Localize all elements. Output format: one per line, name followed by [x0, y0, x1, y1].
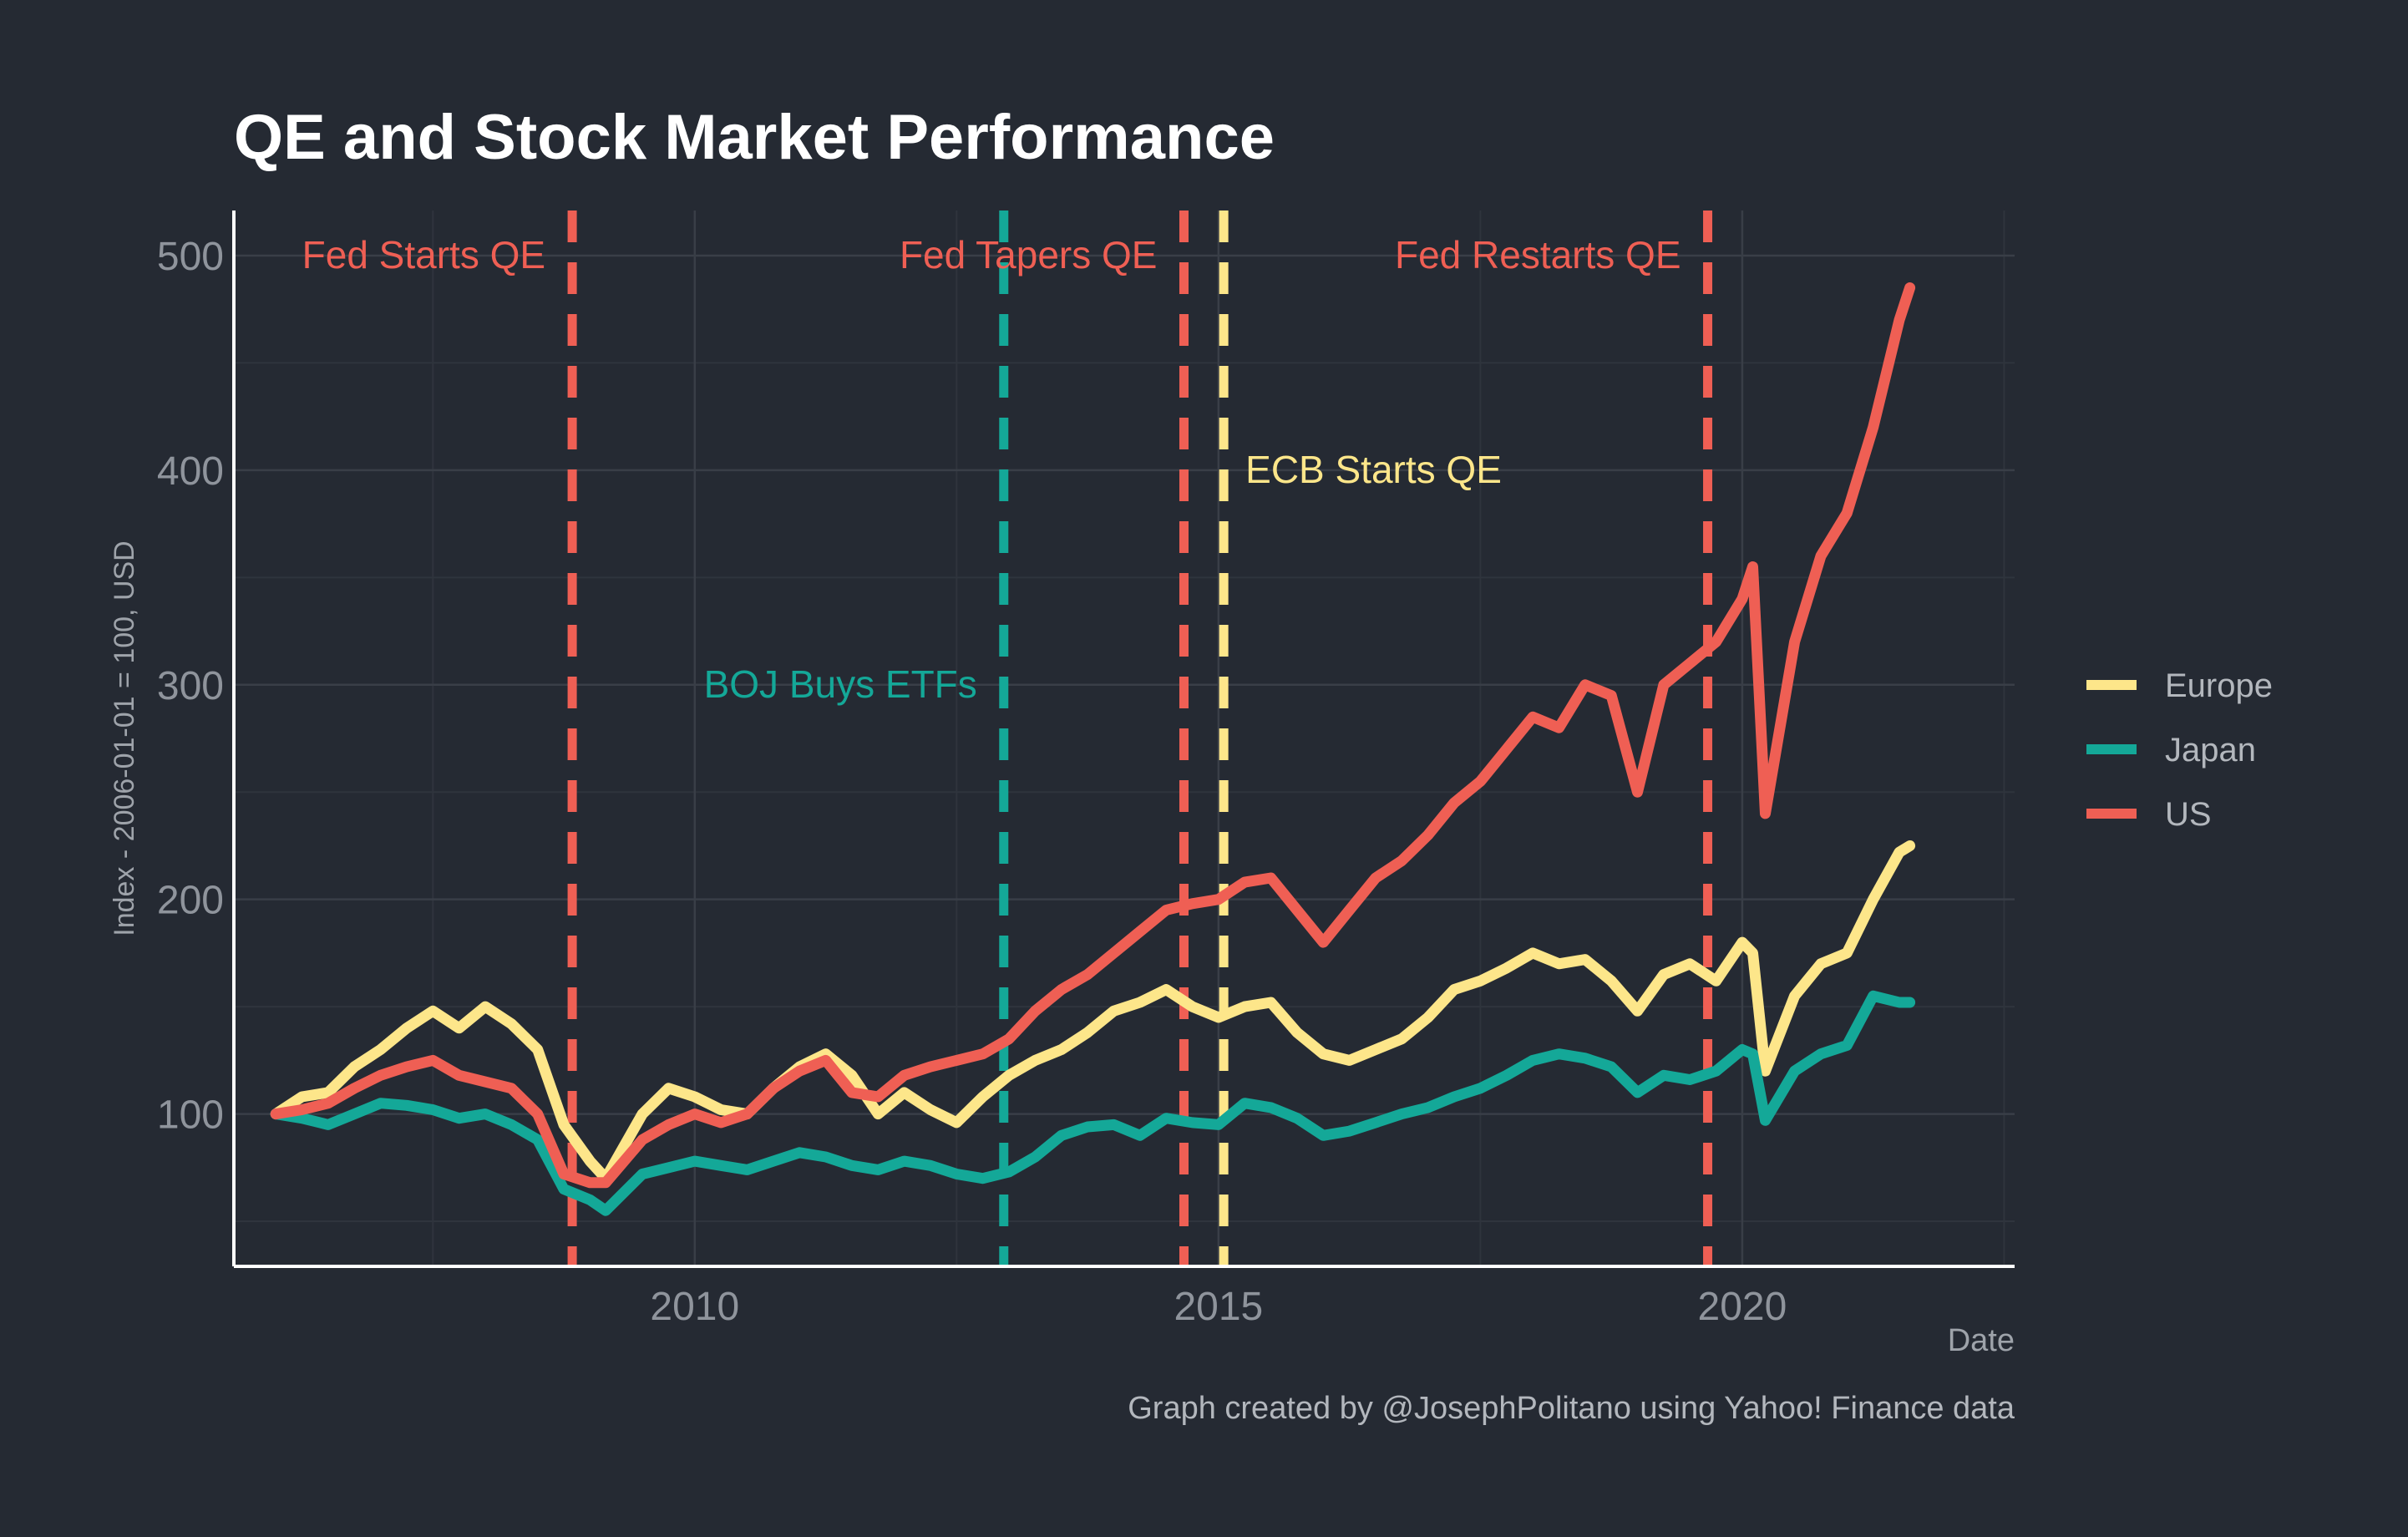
legend-label-europe: Europe — [2165, 667, 2273, 704]
event-label: BOJ Buys ETFs — [704, 662, 977, 706]
y-tick-label: 100 — [157, 1093, 224, 1138]
series-line-europe — [270, 840, 1916, 1184]
event-lines: Fed Starts QE BOJ Buys ETFs Fed Tapers QE E… — [302, 211, 1713, 1266]
event-label: Fed Tapers QE — [900, 233, 1158, 276]
series-lines — [270, 282, 1916, 1216]
legend: Europe Japan US — [2086, 667, 2273, 833]
event-label: Fed Starts QE — [302, 233, 545, 276]
chart-caption: Graph created by @JosephPolitano using Y… — [1128, 1391, 2015, 1426]
x-tick-label: 2020 — [1698, 1285, 1787, 1329]
y-tick-label: 300 — [157, 664, 224, 708]
tick-labels: 2010 2015 2020 100 200 300 400 500 — [157, 235, 1787, 1329]
x-axis-label: Date — [1948, 1323, 2015, 1358]
event-label: Fed Restarts QE — [1395, 233, 1681, 276]
axes — [232, 211, 2015, 1268]
series-line-us — [270, 282, 1916, 1189]
y-tick-label: 500 — [157, 235, 224, 279]
x-tick-label: 2010 — [650, 1285, 739, 1329]
chart-title: QE and Stock Market Performance — [234, 102, 1275, 173]
y-axis-label: Index - 2006-01-01 = 100, USD — [109, 540, 140, 936]
x-tick-label: 2015 — [1174, 1285, 1263, 1329]
event-label: ECB Starts QE — [1245, 448, 1502, 491]
legend-label-us: US — [2165, 796, 2212, 833]
y-tick-label: 400 — [157, 449, 224, 494]
series-line-japan — [270, 990, 1916, 1216]
gridlines — [234, 211, 2015, 1266]
y-tick-label: 200 — [157, 879, 224, 923]
legend-label-japan: Japan — [2165, 732, 2256, 768]
